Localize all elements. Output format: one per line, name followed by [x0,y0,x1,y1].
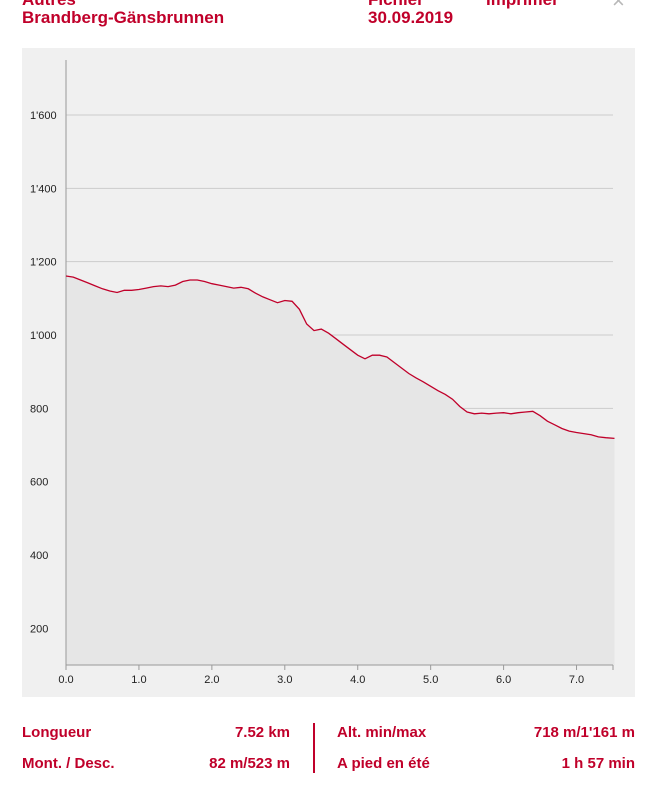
x-tick-label: 0.0 [58,674,73,686]
stats-panel: Longueur 7.52 km Mont. / Desc. 82 m/523 … [0,718,660,788]
route-name: Brandberg-Gänsbrunnen [22,8,225,27]
y-tick-label: 400 [30,550,48,562]
route-date: 30.09.2019 [368,8,454,27]
y-tick-label: 1'400 [30,183,57,195]
x-tick-label: 5.0 [423,674,438,686]
y-tick-label: 1'600 [30,110,57,122]
x-tick-label: 1.0 [131,674,146,686]
close-icon[interactable]: × [612,0,625,13]
y-tick-label: 1'000 [30,330,57,342]
y-tick-label: 200 [30,623,48,635]
stats-divider [313,723,315,773]
altitude-value: 718 m/1'161 m [533,724,635,741]
updown-value: 82 m/523 m [209,755,290,772]
elevation-area [66,276,615,665]
x-tick-label: 4.0 [350,674,365,686]
updown-label: Mont. / Desc. [22,755,115,772]
length-value: 7.52 km [234,724,290,741]
elevation-line [65,275,615,440]
walk-time-value: 1 h 57 min [561,755,635,772]
elevation-chart: 200 400 600 800 1'000 1'200 1'400 1'600 0.0 1.0 2.… [30,60,615,686]
x-tick-label: 3.0 [277,674,292,686]
length-label: Longueur [22,724,92,741]
altitude-label: Alt. min/max [337,724,427,741]
x-tick-label: 2.0 [204,674,219,686]
y-tick-label: 1'200 [30,257,57,269]
x-tick-label: 6.0 [496,674,511,686]
x-tick-label: 7.0 [569,674,584,686]
header-menu-file[interactable]: Fichier [368,0,424,10]
header-menu-other[interactable]: Autres [22,0,76,10]
y-tick-label: 800 [30,403,48,415]
print-button[interactable]: Imprimer [486,0,559,10]
walk-time-label: A pied en été [337,755,430,772]
y-tick-label: 600 [30,477,48,489]
